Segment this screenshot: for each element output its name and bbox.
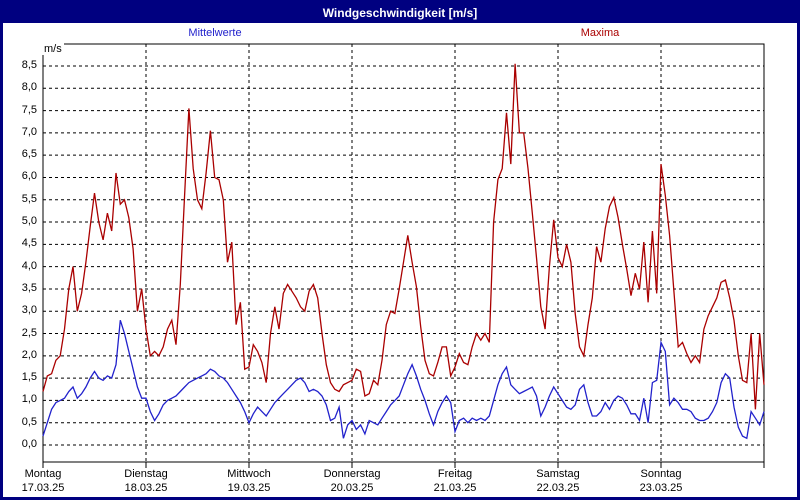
x-axis-weekday-label: Freitag (437, 468, 473, 480)
x-axis-weekday-label: Mittwoch (227, 468, 271, 480)
y-axis-tick-label: 5,5 (21, 192, 37, 205)
x-axis-date-label: 18.03.25 (124, 482, 168, 494)
window-title: Windgeschwindigkeit [m/s] (322, 6, 478, 20)
y-axis-unit-label: m/s (42, 43, 64, 55)
y-axis-tick-label: 1,5 (21, 371, 37, 384)
y-axis-tick-label: 2,0 (21, 348, 37, 361)
y-axis-tick-label: 2,5 (21, 326, 37, 339)
window-title-bar: Windgeschwindigkeit [m/s] (3, 3, 797, 23)
y-axis-tick-label: 3,5 (21, 281, 37, 294)
plot-frame (42, 43, 765, 463)
wind-speed-chart (42, 43, 765, 468)
x-axis-weekday-label: Donnerstag (323, 468, 381, 480)
x-axis-date-label: 21.03.25 (433, 482, 477, 494)
y-axis-tick-label: 6,0 (21, 170, 37, 183)
x-axis-date-label: 19.03.25 (227, 482, 271, 494)
x-axis-date-label: 20.03.25 (330, 482, 374, 494)
y-axis-tick-label: 3,0 (21, 304, 37, 317)
y-axis-tick-label: 7,5 (21, 103, 37, 116)
y-axis-tick-label: 0,5 (21, 415, 37, 428)
x-axis-weekday-label: Samstag (536, 468, 580, 480)
y-axis-tick-label: 4,5 (21, 237, 37, 250)
legend-mittelwerte-label: Mittelwerte (188, 27, 242, 39)
x-axis-date-label: 22.03.25 (536, 482, 580, 494)
y-axis-tick-label: 5,0 (21, 215, 37, 228)
y-axis-tick-label: 8,5 (21, 59, 37, 71)
y-axis-tick-label: 4,0 (21, 259, 37, 272)
legend-maxima-label: Maxima (580, 27, 620, 39)
y-axis-tick-label: 7,0 (21, 125, 37, 138)
mittelwerte-line (42, 320, 765, 440)
y-axis-tick-label: 8,0 (21, 81, 37, 94)
y-axis-tick-label: 6,5 (21, 148, 37, 161)
x-axis-weekday-label: Sonntag (640, 468, 682, 480)
y-axis-tick-label: 0,0 (21, 438, 37, 450)
y-axis-tick-label: 1,0 (21, 393, 37, 406)
x-axis-weekday-label: Dienstag (124, 468, 168, 480)
x-axis-weekday-label: Montag (24, 468, 62, 480)
x-axis-date-label: 17.03.25 (21, 482, 65, 494)
maxima-line (42, 63, 765, 410)
x-axis-date-label: 23.03.25 (639, 482, 683, 494)
